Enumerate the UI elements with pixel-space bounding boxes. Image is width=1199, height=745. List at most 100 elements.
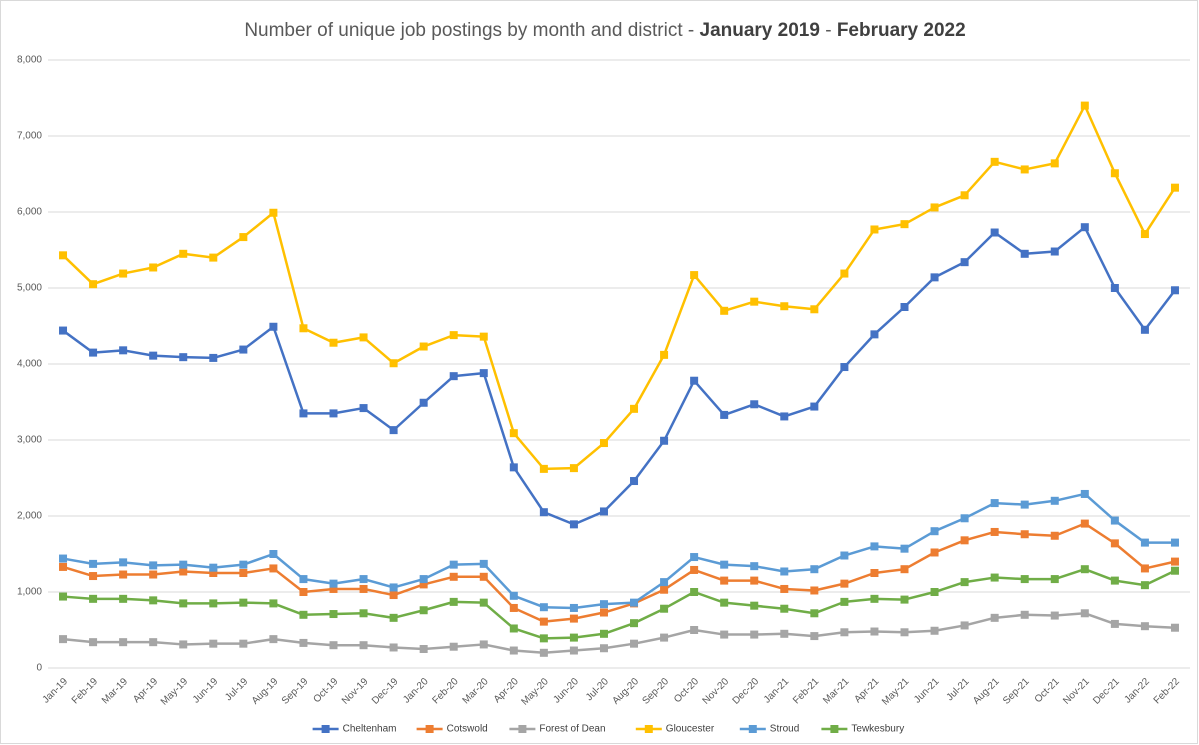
point-marker bbox=[119, 269, 128, 278]
point-marker bbox=[720, 630, 729, 639]
point-marker bbox=[1170, 538, 1179, 547]
point-marker bbox=[840, 363, 849, 372]
point-marker bbox=[900, 628, 909, 637]
point-marker bbox=[179, 560, 188, 569]
point-marker bbox=[419, 398, 428, 407]
point-marker bbox=[179, 599, 188, 608]
point-marker bbox=[59, 562, 68, 571]
point-marker bbox=[299, 610, 308, 619]
point-marker bbox=[1080, 609, 1089, 618]
point-marker bbox=[389, 359, 398, 368]
point-marker bbox=[930, 203, 939, 212]
point-marker bbox=[449, 331, 458, 340]
point-marker bbox=[419, 342, 428, 351]
point-marker bbox=[900, 565, 909, 574]
point-marker bbox=[960, 578, 969, 587]
point-marker bbox=[870, 330, 879, 339]
title-part: January 2019 bbox=[700, 20, 820, 41]
point-marker bbox=[930, 527, 939, 536]
point-marker bbox=[750, 297, 759, 306]
point-marker bbox=[119, 570, 128, 579]
point-marker bbox=[900, 595, 909, 604]
point-marker bbox=[89, 280, 98, 289]
point-marker bbox=[599, 629, 608, 638]
point-marker bbox=[449, 572, 458, 581]
point-marker bbox=[269, 550, 278, 558]
point-marker bbox=[569, 633, 578, 642]
point-marker bbox=[329, 338, 338, 347]
point-marker bbox=[179, 353, 188, 362]
point-marker bbox=[870, 594, 879, 603]
point-marker bbox=[179, 567, 188, 576]
y-tick-label: 7,000 bbox=[17, 131, 42, 142]
point-marker bbox=[960, 621, 969, 630]
point-marker bbox=[359, 584, 368, 593]
point-marker bbox=[960, 191, 969, 200]
point-marker bbox=[780, 567, 789, 576]
y-tick-label: 8,000 bbox=[17, 55, 42, 66]
point-marker bbox=[239, 233, 248, 242]
point-marker bbox=[149, 596, 158, 605]
point-marker bbox=[239, 345, 248, 354]
point-marker bbox=[810, 305, 819, 314]
point-marker bbox=[89, 572, 98, 581]
point-marker bbox=[690, 565, 699, 574]
point-marker bbox=[149, 263, 158, 272]
point-marker bbox=[389, 613, 398, 622]
point-marker bbox=[720, 598, 729, 607]
legend-label: Forest of Dean bbox=[539, 724, 605, 735]
point-marker bbox=[89, 559, 98, 568]
point-marker bbox=[750, 400, 759, 409]
legend-label: Cheltenham bbox=[343, 724, 397, 735]
point-marker bbox=[930, 273, 939, 282]
point-marker bbox=[509, 603, 518, 612]
point-marker bbox=[59, 635, 68, 644]
point-marker bbox=[1170, 183, 1179, 192]
y-tick-label: 0 bbox=[36, 663, 42, 674]
series-line bbox=[62, 522, 1176, 623]
point-marker bbox=[810, 632, 819, 641]
point-marker bbox=[840, 579, 849, 588]
point-marker bbox=[269, 635, 278, 644]
point-marker bbox=[209, 569, 218, 577]
point-marker bbox=[179, 249, 188, 258]
legend-marker bbox=[830, 725, 839, 733]
point-marker bbox=[630, 477, 639, 486]
legend-marker bbox=[644, 725, 653, 733]
point-marker bbox=[539, 464, 548, 473]
legend-label: Tewkesbury bbox=[851, 724, 904, 735]
point-marker bbox=[870, 627, 879, 636]
point-marker bbox=[750, 576, 759, 585]
point-marker bbox=[449, 372, 458, 381]
point-marker bbox=[329, 409, 338, 418]
point-marker bbox=[569, 520, 578, 529]
point-marker bbox=[750, 601, 759, 610]
point-marker bbox=[1050, 247, 1059, 256]
point-marker bbox=[479, 369, 488, 378]
point-marker bbox=[299, 588, 308, 596]
point-marker bbox=[569, 464, 578, 473]
legend-marker bbox=[518, 725, 527, 733]
point-marker bbox=[449, 597, 458, 606]
point-marker bbox=[59, 592, 68, 601]
point-marker bbox=[1080, 489, 1089, 498]
title-part: Number of unique job postings by month a… bbox=[244, 20, 694, 41]
point-marker bbox=[329, 579, 338, 588]
point-marker bbox=[990, 499, 999, 508]
legend-marker bbox=[425, 725, 434, 733]
point-marker bbox=[299, 575, 308, 584]
point-marker bbox=[1080, 223, 1089, 232]
point-marker bbox=[840, 269, 849, 278]
point-marker bbox=[509, 463, 518, 472]
point-marker bbox=[89, 348, 98, 357]
point-marker bbox=[479, 598, 488, 607]
point-marker bbox=[389, 583, 398, 592]
point-marker bbox=[660, 350, 669, 359]
point-marker bbox=[720, 576, 729, 585]
point-marker bbox=[599, 600, 608, 609]
title-part: February 2022 bbox=[837, 20, 966, 41]
point-marker bbox=[780, 604, 789, 613]
point-marker bbox=[810, 565, 819, 574]
point-marker bbox=[900, 303, 909, 311]
